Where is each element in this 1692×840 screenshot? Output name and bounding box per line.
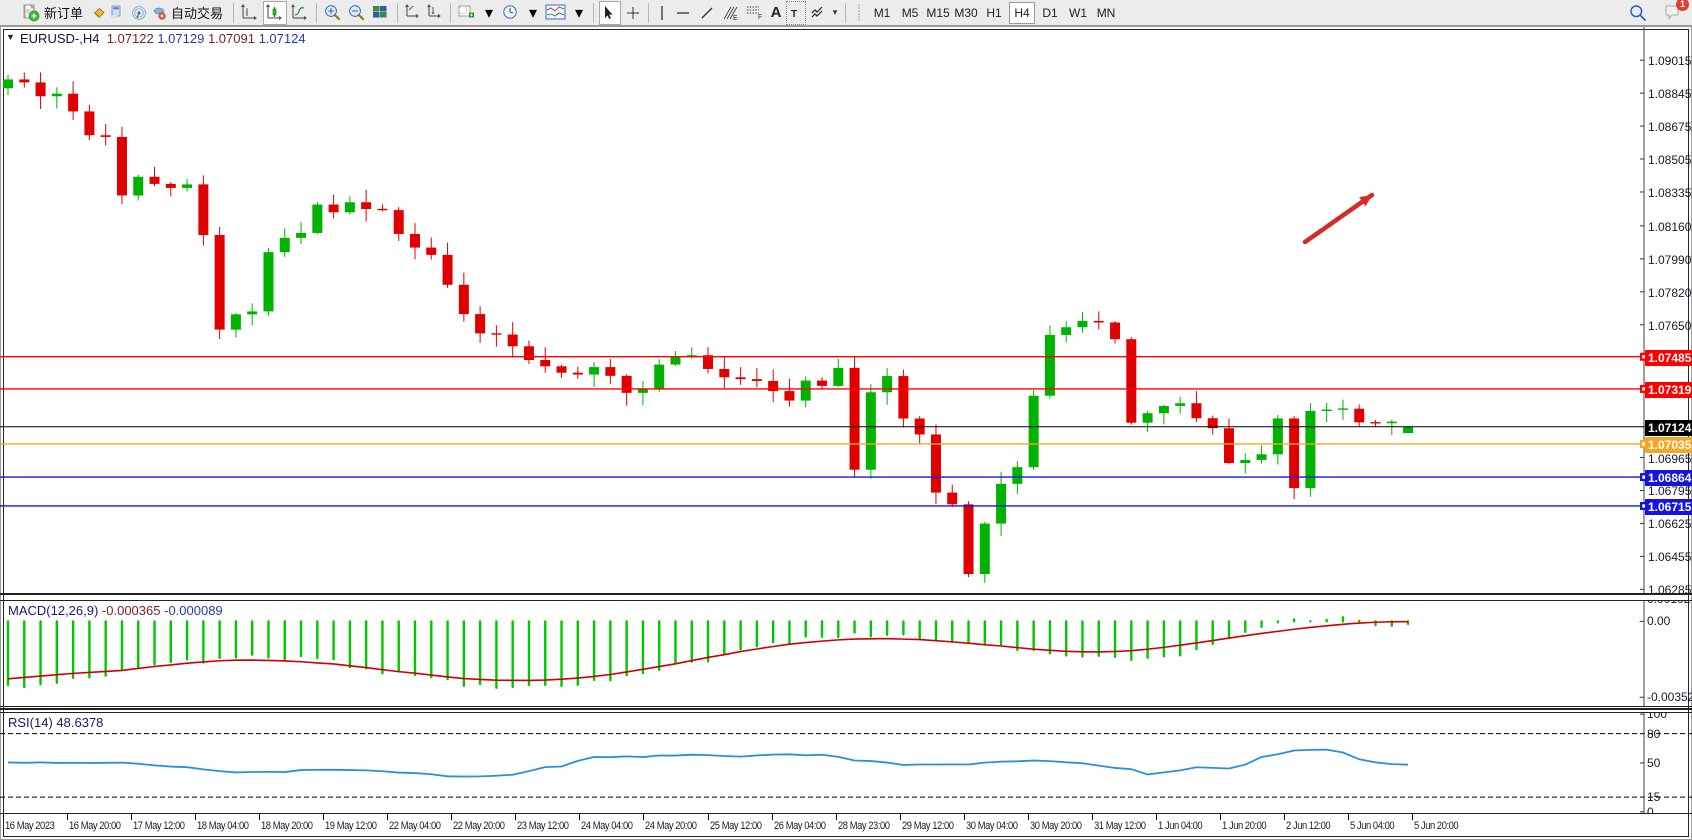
svg-text:E: E: [733, 15, 738, 21]
svg-text:F: F: [758, 14, 762, 20]
svg-text:T: T: [791, 9, 797, 20]
